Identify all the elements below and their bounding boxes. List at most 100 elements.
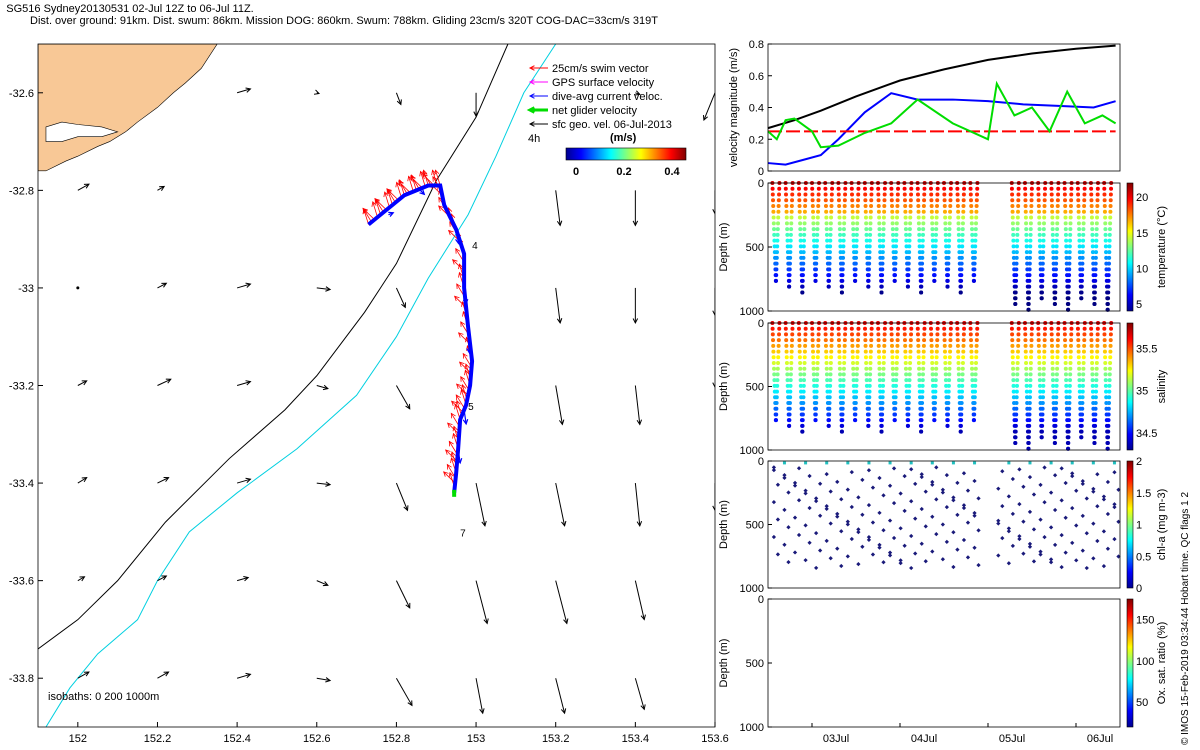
profile-sample [1092,301,1097,306]
profile-sample [1090,389,1095,394]
profile-sample [774,255,779,260]
profile-sample [879,423,884,428]
profile-sample [1095,198,1100,203]
chla-sample [782,507,787,513]
chla-sample [1027,475,1033,480]
profile-sample [1068,204,1073,209]
profile-sample [974,209,979,214]
profile-sample [815,232,820,237]
profile-sample [906,278,911,283]
profile-sample [1093,423,1098,428]
swim-vector [374,198,387,211]
profile-sample [1093,418,1098,423]
profile-sample [824,355,829,360]
profile-sample [862,186,867,191]
chla-sample [845,522,850,527]
profile-sample [790,198,795,203]
map-y-tick-label: -33.4 [9,478,34,490]
section-x-tick-label: 05Jul [999,733,1025,745]
profile-sample [944,383,949,388]
profile-sample [868,209,873,214]
profile-sample [896,326,901,331]
chla-sample [902,543,907,548]
profile-sample [863,198,868,203]
profile-sample [1063,215,1068,220]
chla-sample [803,491,808,496]
profile-sample [916,215,921,220]
profile-sample [811,221,816,226]
profile-sample [1081,372,1086,377]
profile-sample [1029,186,1034,191]
profile-sample [828,378,833,383]
profile-sample [796,326,801,331]
profile-sample [800,284,805,289]
profile-sample [957,378,962,383]
profile-sample [787,423,792,428]
profile-sample [1013,423,1018,428]
profile-sample [880,395,885,400]
chla-sample [1091,486,1096,491]
profile-sample [1066,418,1071,423]
profile-sample [1049,186,1054,191]
profile-sample [1108,221,1113,226]
profile-sample [1016,186,1021,191]
profile-sample [1067,250,1072,255]
profile-sample [856,192,861,197]
profile-sample [1054,255,1059,260]
profile-sample [930,361,935,366]
profile-sample [842,209,847,214]
profile-sample [919,418,924,423]
profile-sample [881,232,886,237]
profile-sample [895,343,900,348]
profile-sample [775,372,780,377]
profile-sample [837,343,842,348]
profile-sample [1107,389,1112,394]
land-area [38,44,218,172]
profile-sample [1027,395,1032,400]
profile-sample [891,232,896,237]
chla-sample [1017,467,1022,472]
profile-sample [1064,395,1069,400]
profile-sample [1063,355,1068,360]
profile-sample [943,378,948,383]
profile-sample [797,192,802,197]
profile-sample [1027,412,1032,417]
profile-sample [922,338,927,343]
profile-sample [1093,261,1098,266]
section-y-tick-label: 1000 [740,583,764,595]
profile-sample [1024,366,1029,371]
profile-sample [1077,378,1082,383]
profile-sample [797,338,802,343]
profile-sample [813,406,818,411]
profile-sample [974,338,979,343]
chla-sample [976,496,981,501]
profile-sample [1064,238,1069,243]
profile-sample [800,418,805,423]
profile-sample [842,361,847,366]
profile-sample [960,232,965,237]
legend-arrow [528,65,548,71]
section-ylabel: Depth (m) [718,500,730,549]
profile-sample [1013,441,1018,446]
profile-sample [1077,232,1082,237]
profile-sample [867,383,872,388]
profile-sample [1090,383,1095,388]
profile-sample [856,326,861,331]
profile-sample [942,332,947,337]
profile-sample [932,412,937,417]
geo-velocity-arrow [475,678,485,715]
profile-sample [1102,326,1107,331]
profile-sample [946,261,951,266]
profile-sample [1082,326,1087,331]
profile-sample [891,378,896,383]
profile-sample [1037,349,1042,354]
chla-sample [1084,531,1089,536]
profile-sample [784,204,789,209]
profile-sample [902,332,907,337]
chla-sample [940,490,945,495]
profile-sample [957,244,962,249]
profile-sample [1089,332,1094,337]
profile-sample [895,209,900,214]
profile-sample [788,389,793,394]
profile-sample [1050,215,1055,220]
